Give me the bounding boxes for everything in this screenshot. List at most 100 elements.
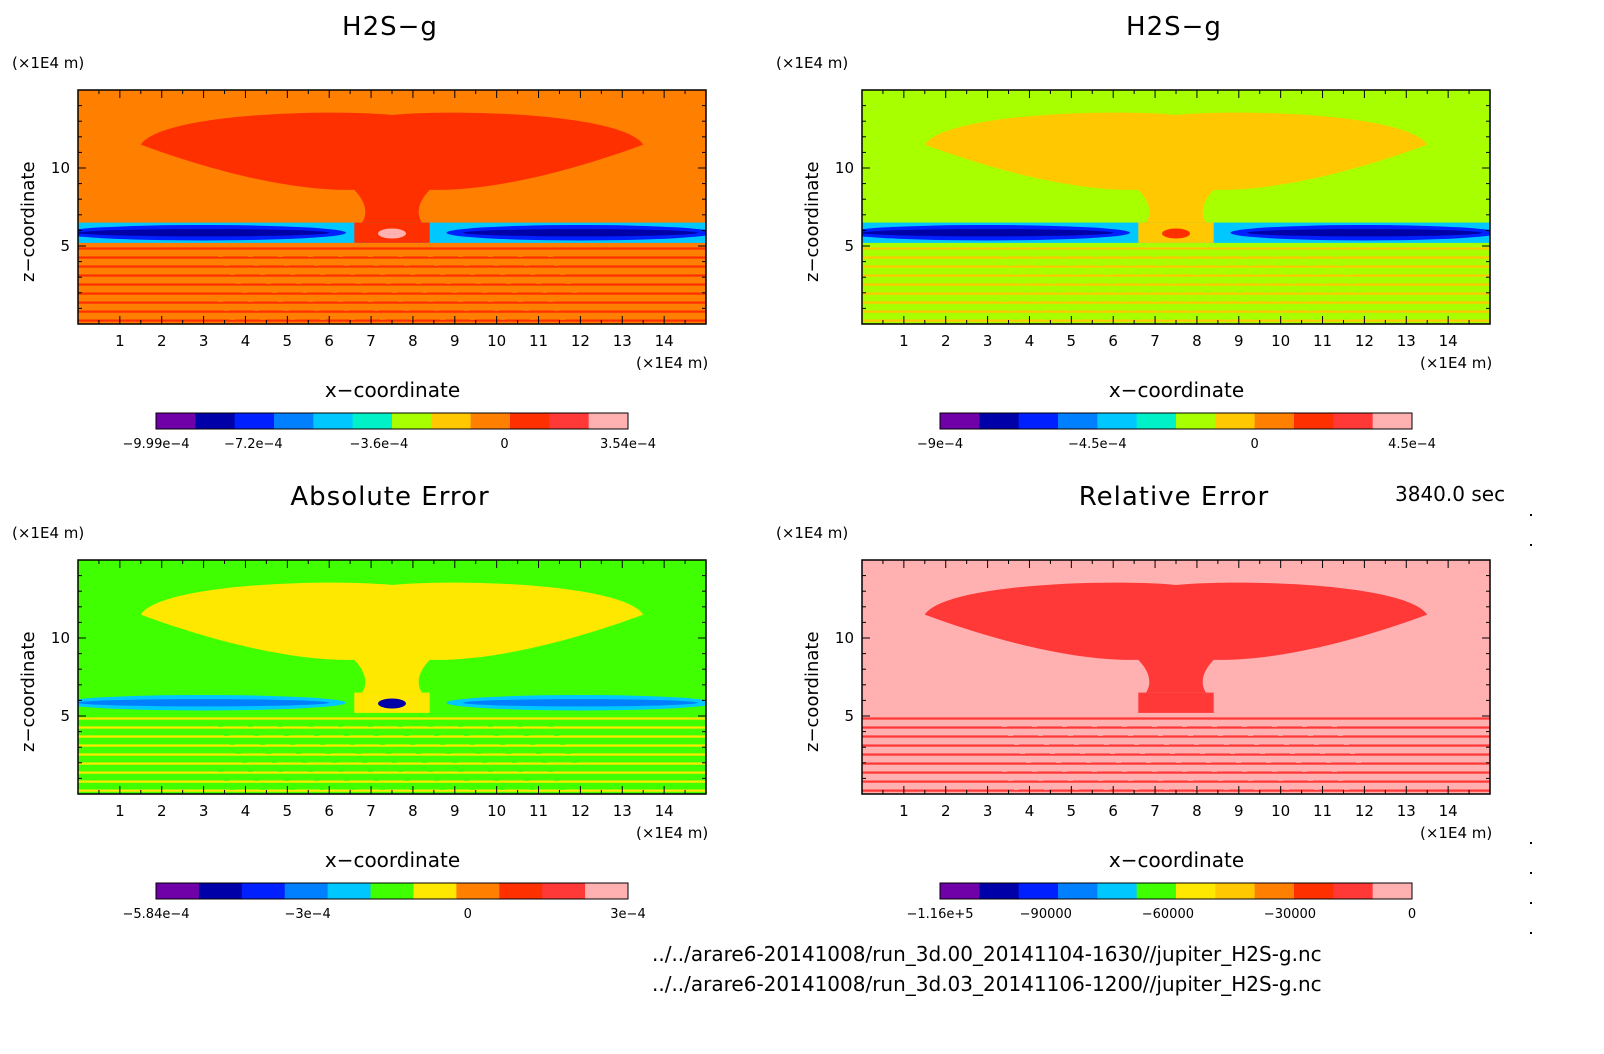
x-tick-label: 9 — [450, 802, 460, 820]
lower-texture — [1338, 261, 1343, 266]
lower-texture — [428, 722, 433, 727]
lower-stripe — [78, 712, 706, 716]
lower-texture — [1350, 795, 1355, 799]
lower-texture — [434, 261, 439, 266]
x-tick-label: 14 — [655, 332, 674, 350]
lower-texture — [218, 297, 223, 302]
x-tick-label: 13 — [1397, 332, 1416, 350]
lower-stripe — [862, 748, 1490, 752]
lower-texture — [488, 722, 493, 727]
lower-texture — [452, 288, 457, 293]
plume-region — [140, 112, 644, 239]
lower-stripe — [78, 748, 706, 752]
lower-texture — [1212, 767, 1217, 772]
lower-texture — [560, 785, 565, 790]
z-unit-label: (×1E4 m) — [12, 54, 85, 72]
lower-texture — [416, 325, 421, 329]
lower-texture — [1344, 785, 1349, 790]
marker-dot — [1530, 842, 1532, 844]
lower-texture — [566, 325, 571, 329]
lower-texture — [398, 297, 403, 302]
lower-stripe — [862, 726, 1490, 729]
colorbar-tick-label: 0 — [500, 437, 508, 452]
lower-texture — [1254, 785, 1259, 790]
lower-texture — [302, 288, 307, 293]
lower-texture — [1230, 749, 1235, 754]
marker-dot — [1530, 544, 1532, 546]
x-tick-label: 12 — [1355, 802, 1374, 820]
lower-stripe — [862, 721, 1490, 725]
lower-stripe — [862, 278, 1490, 282]
lower-stripe — [78, 717, 706, 720]
lower-stripe — [78, 766, 706, 770]
colorbar-tick-label: −9.99e−4 — [123, 437, 190, 452]
lower-texture — [1272, 767, 1277, 772]
lower-texture — [1062, 722, 1067, 727]
lower-texture — [1134, 740, 1139, 745]
lower-texture — [446, 795, 451, 799]
lower-texture — [1230, 325, 1235, 329]
lower-texture — [1164, 740, 1169, 745]
lower-texture — [1332, 297, 1337, 302]
colorbar-swatch — [1097, 883, 1138, 899]
x-tick-label: 12 — [1355, 332, 1374, 350]
lower-texture — [488, 252, 493, 257]
lower-texture — [1308, 776, 1313, 781]
lower-texture — [356, 325, 361, 329]
lower-texture — [1296, 804, 1301, 808]
lower-texture — [1272, 297, 1277, 302]
z-tick-label: 5 — [60, 237, 70, 255]
lower-texture — [1338, 731, 1343, 736]
colorbar-swatch — [1136, 413, 1177, 429]
lower-texture — [1308, 261, 1313, 266]
lower-texture — [1212, 722, 1217, 727]
lower-texture — [296, 749, 301, 754]
lower-texture — [356, 279, 361, 284]
lower-texture — [416, 795, 421, 799]
z-unit-label: (×1E4 m) — [12, 524, 85, 542]
colorbar-tick-label: −7.2e−4 — [224, 437, 283, 452]
lower-texture — [1014, 315, 1019, 320]
lower-stripe — [862, 775, 1490, 779]
x-tick-label: 3 — [983, 802, 993, 820]
lower-texture — [284, 261, 289, 266]
band-core-right — [463, 699, 698, 707]
lower-texture — [272, 288, 277, 293]
lower-texture — [362, 288, 367, 293]
lower-texture — [392, 288, 397, 293]
lower-texture — [422, 288, 427, 293]
lower-texture — [1326, 288, 1331, 293]
lower-texture — [1014, 785, 1019, 790]
colorbar-tick-label: −30000 — [1264, 907, 1316, 922]
lower-stripe — [862, 730, 1490, 734]
lower-stripe — [862, 766, 1490, 770]
lower-texture — [1026, 288, 1031, 293]
marker-dot — [1530, 872, 1532, 874]
lower-texture — [1026, 758, 1031, 763]
x-tick-label: 10 — [1271, 802, 1290, 820]
lower-texture — [1044, 315, 1049, 320]
lower-texture — [1242, 252, 1247, 257]
lower-texture — [1086, 758, 1091, 763]
lower-texture — [476, 279, 481, 284]
lower-texture — [1350, 749, 1355, 754]
x-tick-label: 5 — [1067, 332, 1077, 350]
lower-texture — [362, 758, 367, 763]
lower-texture — [410, 740, 415, 745]
lower-texture — [1224, 740, 1229, 745]
colorbar-swatch — [327, 883, 372, 899]
lower-texture — [1170, 325, 1175, 329]
lower-texture — [374, 306, 379, 311]
lower-texture — [1068, 306, 1073, 311]
lower-texture — [1266, 758, 1271, 763]
x-axis-label: x−coordinate — [324, 378, 461, 402]
lower-texture — [566, 795, 571, 799]
plume-region — [924, 582, 1428, 709]
lower-texture — [1182, 252, 1187, 257]
lower-texture — [434, 731, 439, 736]
lower-texture — [386, 325, 391, 329]
lower-texture — [1260, 795, 1265, 799]
lower-texture — [1092, 722, 1097, 727]
marker-dot — [1530, 902, 1532, 904]
lower-texture — [572, 758, 577, 763]
